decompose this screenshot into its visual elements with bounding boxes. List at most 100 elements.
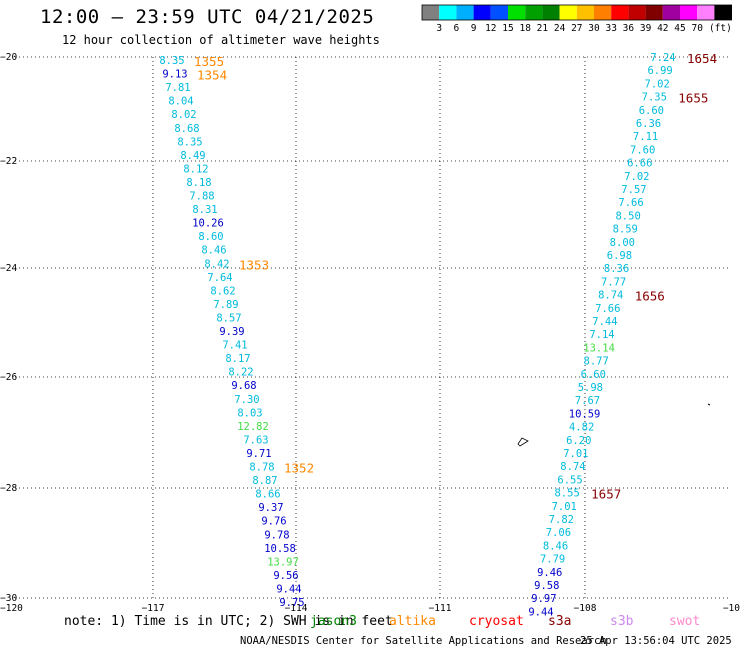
- wave-height-value: 8.66: [255, 489, 280, 501]
- wave-height-value: 8.46: [543, 540, 568, 552]
- wave-height-value: 6.36: [636, 118, 661, 130]
- wave-height-value: 9.76: [261, 516, 286, 528]
- wave-height-value: 8.04: [168, 96, 193, 108]
- island-dot: [707, 403, 711, 406]
- time-label: 1655: [678, 91, 708, 106]
- colorbar-frame: [421, 4, 733, 21]
- colorbar-label: 18: [519, 23, 531, 34]
- colorbar-swatch: [680, 5, 698, 20]
- y-tick-label: −28: [0, 483, 17, 494]
- wave-height-value: 9.71: [246, 448, 271, 460]
- wave-height-value: 7.82: [549, 514, 574, 526]
- time-label: 1654: [687, 51, 717, 66]
- wave-height-value: 6.20: [566, 435, 591, 447]
- wave-height-value: 10.59: [569, 408, 601, 420]
- colorbar-label: 24: [554, 23, 566, 34]
- wave-height-value: 8.87: [252, 475, 277, 487]
- wave-height-value: 6.99: [647, 65, 672, 77]
- wave-height-value: 6.98: [607, 250, 632, 262]
- wave-height-value: 7.88: [189, 191, 214, 203]
- wave-height-value: 7.01: [563, 448, 588, 460]
- colorbar-label: 3: [436, 23, 442, 34]
- time-label: 1353: [239, 257, 269, 272]
- wave-height-value: 6.60: [639, 105, 664, 117]
- page-title: 12:00 — 23:59 UTC 04/21/2025: [40, 6, 375, 28]
- wave-height-value: 9.56: [273, 570, 298, 582]
- colorbar-swatch: [542, 5, 560, 20]
- wave-height-value: 9.39: [219, 326, 244, 338]
- wave-height-value: 4.82: [569, 422, 594, 434]
- wave-height-value: 7.14: [589, 329, 614, 341]
- wave-height-value: 8.42: [204, 258, 229, 270]
- wave-height-value: 6.60: [581, 369, 606, 381]
- y-tick-label: −24: [0, 263, 17, 274]
- wave-height-value: 13.97: [267, 556, 299, 568]
- colorbar-label: 6: [454, 23, 460, 34]
- time-label: 1354: [197, 68, 227, 83]
- wave-height-value: 8.49: [180, 150, 205, 162]
- wave-height-value: 8.22: [228, 367, 253, 379]
- wave-height-value: 8.36: [604, 263, 629, 275]
- wave-height-value: 9.37: [258, 502, 283, 514]
- colorbar-swatch: [714, 5, 732, 20]
- colorbar-swatch: [473, 5, 491, 20]
- wave-height-value: 8.46: [201, 245, 226, 257]
- wave-height-value: 8.77: [584, 356, 609, 368]
- wave-height-value: 7.02: [624, 171, 649, 183]
- wave-height-value: 6.66: [627, 158, 652, 170]
- colorbar-label: 30: [588, 23, 600, 34]
- wave-height-value: 7.35: [642, 92, 667, 104]
- wave-height-value: 8.03: [237, 407, 262, 419]
- wave-height-value: 8.18: [186, 177, 211, 189]
- colorbar-label: 45: [674, 23, 685, 34]
- colorbar-label: 36: [623, 23, 635, 34]
- wave-height-value: 7.79: [540, 554, 565, 566]
- colorbar-label: 21: [537, 23, 549, 34]
- colorbar-swatch: [662, 5, 680, 20]
- colorbar-label: 12: [485, 23, 496, 34]
- wave-height-value: 7.66: [595, 303, 620, 315]
- wave-height-value: 5.98: [578, 382, 603, 394]
- wave-height-value: 7.24: [650, 52, 675, 64]
- colorbar: 3 6 9 12 15 18 21 24 27 30 33 36 39 42 45 70 (ft): [421, 4, 733, 34]
- wave-height-value: 10.58: [264, 543, 296, 555]
- colorbar-swatch: [439, 5, 457, 20]
- wave-height-value: 8.74: [598, 290, 623, 302]
- wave-height-value: 8.35: [159, 55, 184, 67]
- wave-height-value: 9.13: [162, 69, 187, 81]
- colorbar-swatch: [422, 5, 440, 20]
- colorbar-swatch: [490, 5, 508, 20]
- wave-height-value: 8.35: [177, 136, 202, 148]
- wave-height-value: 9.44: [276, 583, 301, 595]
- wave-height-value: 8.60: [198, 231, 223, 243]
- time-label: 1656: [635, 289, 665, 304]
- colorbar-label: 39: [640, 23, 652, 34]
- wave-height-value: 6.55: [557, 474, 582, 486]
- wave-height-value: 7.60: [630, 144, 655, 156]
- y-tick-label: −22: [0, 156, 17, 167]
- wave-height-value: 8.78: [249, 462, 274, 474]
- wave-height-value: 8.57: [216, 312, 241, 324]
- page-subtitle: 12 hour collection of altimeter wave hei…: [62, 33, 380, 47]
- time-label: 1355: [194, 54, 224, 69]
- colorbar-label: 42: [657, 23, 668, 34]
- wave-height-value: 8.55: [554, 488, 579, 500]
- wave-height-value: 9.58: [534, 580, 559, 592]
- wave-height-value: 9.97: [531, 593, 556, 605]
- wave-height-value: 7.63: [243, 434, 268, 446]
- wave-height-value: 8.02: [171, 109, 196, 121]
- wave-height-value: 7.11: [633, 131, 658, 143]
- y-tick-label: −30: [0, 593, 17, 604]
- x-tick-label: −114: [285, 603, 308, 614]
- wave-height-value: 7.89: [213, 299, 238, 311]
- y-tick-label: −20: [0, 52, 17, 63]
- time-label: 1657: [591, 487, 621, 502]
- colorbar-swatch: [508, 5, 526, 20]
- colorbar-swatch: [594, 5, 612, 20]
- wave-height-value: 9.68: [231, 380, 256, 392]
- track-east: 7.246.997.027.356.606.367.117.606.667.02…: [528, 51, 717, 618]
- colorbar-swatch: [645, 5, 663, 20]
- wave-height-value: 8.50: [615, 210, 640, 222]
- wave-height-value: 9.78: [264, 529, 289, 541]
